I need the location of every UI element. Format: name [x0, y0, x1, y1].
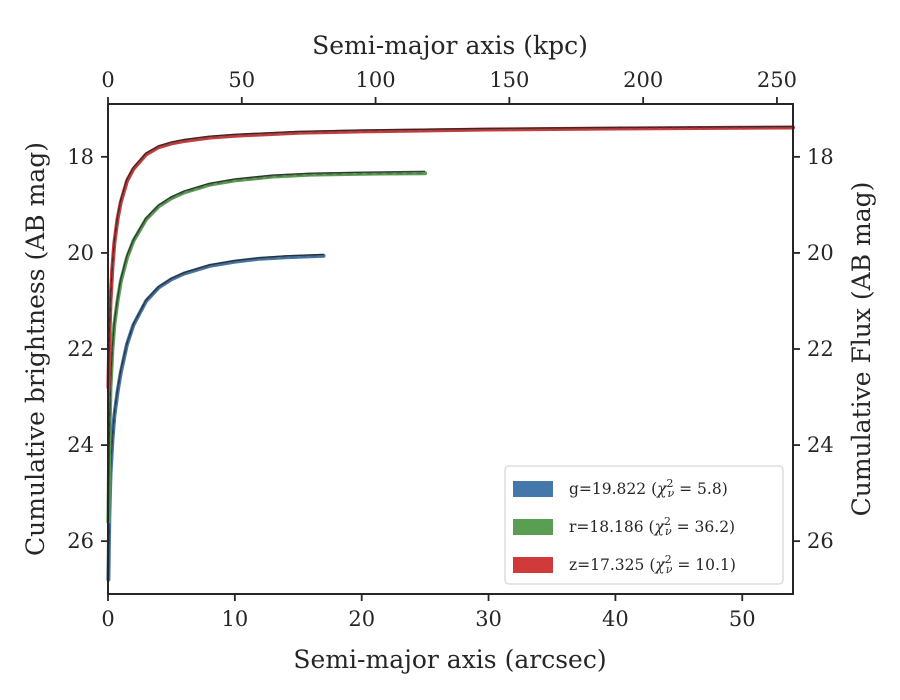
y-tick-label: 26 — [67, 529, 94, 553]
top-x-tick-label: 0 — [101, 68, 114, 92]
legend-text-part: r=18.186 ( — [569, 518, 655, 536]
ticks-layer: 0 10 20 30 40 500 50 100 150 200 25018202224261820… — [67, 68, 833, 631]
legend-text-part: 2 — [664, 515, 671, 528]
y-tick-label: 20 — [67, 241, 94, 265]
legend: g=19.822 (χ2 ν = 5.8)r=18.186 (χ2 ν = 36.2… — [504, 465, 784, 585]
curves-layer — [106, 125, 795, 582]
x-tick-label: 50 — [729, 607, 756, 631]
legend-text-part: χ — [654, 518, 666, 536]
legend-label-r: r=18.186 (χ2 ν = 36.2) — [569, 515, 735, 538]
legend-label-g: g=19.822 (χ2 ν = 5.8) — [569, 477, 728, 500]
legend-swatch-z — [513, 557, 553, 573]
x-tick-label: 0 — [101, 607, 114, 631]
right-y-tick-label: 18 — [807, 145, 834, 169]
legend-text-part: = 36.2) — [672, 518, 735, 536]
legend-text-part: = 5.8) — [674, 480, 728, 498]
series-g-model-dashed — [107, 255, 324, 580]
series-z-model-dashed — [107, 126, 794, 388]
legend-text-part: 2 — [667, 477, 674, 490]
legend-text-part: ν — [666, 563, 673, 576]
y-axis-title-right: Cumulative Flux (AB mag) — [847, 182, 876, 517]
y-tick-label: 24 — [67, 433, 94, 457]
top-x-tick-label: 100 — [356, 68, 396, 92]
legend-text-part: ν — [668, 487, 675, 500]
x-tick-label: 40 — [602, 607, 629, 631]
series-r-model-dashed — [107, 172, 426, 522]
top-x-tick-label: 250 — [757, 68, 797, 92]
y-tick-label: 18 — [67, 145, 94, 169]
right-y-tick-label: 20 — [807, 241, 834, 265]
legend-swatch-r — [513, 519, 553, 535]
legend-text-part: 2 — [665, 553, 672, 566]
legend-text-part: = 10.1) — [672, 556, 735, 574]
legend-text-part: χ — [654, 556, 666, 574]
legend-text-part: g=19.822 ( — [569, 480, 657, 498]
series-r-model — [107, 170, 426, 518]
top-x-tick-label: 150 — [489, 68, 529, 92]
series-g-profile — [106, 253, 326, 582]
top-x-tick-label: 50 — [228, 68, 255, 92]
x-axis-title: Semi-major axis (arcsec) — [293, 645, 606, 674]
series-g-model — [107, 253, 324, 575]
legend-text-part: z=17.325 ( — [569, 556, 655, 574]
series-r-profile — [106, 171, 428, 524]
series-z-model — [107, 125, 794, 383]
right-y-tick-label: 22 — [807, 337, 834, 361]
top-x-tick-label: 200 — [623, 68, 663, 92]
x-tick-label: 30 — [475, 607, 502, 631]
legend-frame — [504, 465, 784, 585]
x-tick-label: 20 — [348, 607, 375, 631]
y-axis-title-left: Cumulative brightness (AB mag) — [21, 142, 50, 556]
right-y-tick-label: 26 — [807, 529, 834, 553]
legend-swatch-g — [513, 481, 553, 497]
legend-text-part: χ — [656, 480, 668, 498]
y-tick-label: 22 — [67, 337, 94, 361]
x-tick-label: 10 — [221, 607, 248, 631]
series-z-profile — [106, 125, 795, 390]
right-y-tick-label: 24 — [807, 433, 834, 457]
legend-text-part: ν — [665, 525, 672, 538]
top-axis-title: Semi-major axis (kpc) — [312, 31, 588, 60]
legend-label-z: z=17.325 (χ2 ν = 10.1) — [569, 553, 736, 576]
